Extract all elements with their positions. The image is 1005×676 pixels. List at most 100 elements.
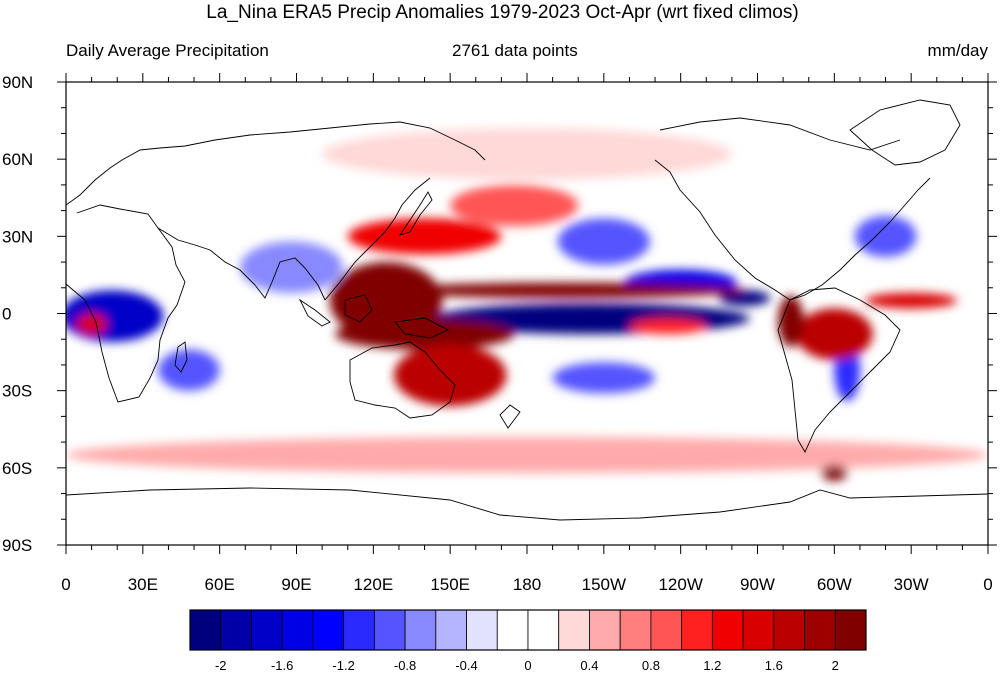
map-title: La_Nina ERA5 Precip Anomalies 1979-2023 … xyxy=(206,2,799,23)
colorbar-label: 1.2 xyxy=(703,658,721,673)
x-tick-label: 0 xyxy=(983,575,992,594)
colorbar-swatch xyxy=(619,609,652,651)
anomaly-region-2 xyxy=(719,290,771,306)
coastline-borneo xyxy=(344,294,373,323)
anomaly-region-3 xyxy=(66,290,164,342)
coastline-japan xyxy=(398,191,433,236)
colorbar-swatch xyxy=(681,609,713,651)
y-tick-label: 0 xyxy=(2,305,11,324)
x-tick-label: 180 xyxy=(513,575,541,594)
coastlines xyxy=(66,99,988,521)
colorbar-swatch xyxy=(804,609,836,651)
anomaly-region-19 xyxy=(629,318,707,335)
colorbar-label: 0.8 xyxy=(642,658,660,673)
colorbar-label: 2 xyxy=(832,658,839,673)
anomaly-region-14 xyxy=(347,218,502,255)
anomaly-region-4 xyxy=(158,349,220,391)
anomaly-region-18 xyxy=(865,292,958,309)
coastline-south-america xyxy=(777,287,901,453)
x-tick-label: 150E xyxy=(430,575,470,594)
colorbar: -2 -1.6 -1.2 -0.8 -0.4 0 0.4 0.8 1.2 1.6 2 xyxy=(189,609,867,673)
colorbar-label: 0.4 xyxy=(580,658,598,673)
colorbar-swatch xyxy=(589,609,621,651)
x-tick-label: 90W xyxy=(740,575,775,594)
x-tick-label: 120E xyxy=(353,575,393,594)
x-tick-label: 60W xyxy=(817,575,852,594)
colorbar-label: -2 xyxy=(215,658,227,673)
x-tick-label: 30E xyxy=(128,575,158,594)
anomaly-region-7 xyxy=(854,215,917,257)
colorbar-swatch xyxy=(742,609,775,651)
coastline-australia xyxy=(349,341,456,419)
y-tick-label: 30N xyxy=(2,227,33,246)
coastline-africa xyxy=(66,204,186,403)
colorbar-swatch xyxy=(281,609,314,651)
anomaly-region-8 xyxy=(552,362,656,394)
anomaly-region-11 xyxy=(386,282,745,299)
map-panel xyxy=(66,82,988,545)
colorbar-swatch xyxy=(404,609,437,651)
precip-anomaly-field xyxy=(66,128,988,481)
colorbar-swatch xyxy=(466,609,498,651)
colorbar-swatch xyxy=(435,609,467,651)
anomaly-region-5 xyxy=(240,241,343,293)
colorbar-swatch xyxy=(312,609,345,651)
coastline-east-asia xyxy=(324,177,431,301)
colorbar-swatch xyxy=(558,609,590,651)
subtitle-center: 2761 data points xyxy=(452,41,578,60)
coastline-north-america xyxy=(654,159,931,301)
anomaly-region-23 xyxy=(821,465,848,481)
x-tick-label: 90E xyxy=(281,575,311,594)
colorbar-label: -1.2 xyxy=(332,658,354,673)
colorbar-swatch xyxy=(650,609,683,651)
colorbar-label: -1.6 xyxy=(271,658,293,673)
x-tick-label: 0 xyxy=(61,575,70,594)
y-tick-label: 90S xyxy=(2,536,32,555)
y-tick-label: 90N xyxy=(2,73,33,92)
colorbar-label: -0.4 xyxy=(455,658,477,673)
latitude-axis: 90N 60N 30N 0 30S 60S 90S xyxy=(2,73,997,555)
anomaly-region-22 xyxy=(322,128,732,180)
subtitle-left: Daily Average Precipitation xyxy=(66,41,269,60)
colorbar-swatch xyxy=(496,609,529,651)
coastline-new-guinea xyxy=(394,317,450,339)
y-tick-label: 30S xyxy=(2,382,32,401)
y-tick-label: 60N xyxy=(2,150,33,169)
anomaly-region-21 xyxy=(66,436,988,473)
colorbar-swatch xyxy=(773,609,805,651)
coastline-south-asia xyxy=(157,227,326,301)
anomaly-region-16 xyxy=(795,308,873,360)
x-tick-label: 60E xyxy=(205,575,235,594)
x-tick-label: 120W xyxy=(658,575,702,594)
colorbar-frame xyxy=(189,609,867,651)
subtitle-units: mm/day xyxy=(927,41,988,60)
colorbar-label: -0.8 xyxy=(394,658,416,673)
colorbar-swatch xyxy=(220,609,252,651)
colorbar-swatch xyxy=(189,609,222,651)
coastline-eurasia xyxy=(66,121,486,206)
colorbar-swatch xyxy=(527,609,560,651)
anomaly-region-6 xyxy=(557,218,650,265)
longitude-axis: 0 30E 60E 90E 120E 150E 180 150W 120W 90W 60W 30W 0 xyxy=(61,73,993,594)
coastline-new-zealand xyxy=(499,404,521,429)
anomaly-region-15 xyxy=(450,184,579,227)
colorbar-label: 1.6 xyxy=(765,658,783,673)
colorbar-swatch xyxy=(343,609,375,651)
coastline-greenland xyxy=(849,99,961,166)
colorbar-swatch xyxy=(251,609,283,651)
colorbar-swatch xyxy=(711,609,744,651)
anomaly-region-20 xyxy=(76,313,107,335)
colorbar-swatch xyxy=(834,609,867,651)
anomaly-region-12 xyxy=(334,318,515,350)
x-tick-label: 150W xyxy=(582,575,626,594)
coastline-antarctica xyxy=(66,487,988,521)
y-tick-label: 60S xyxy=(2,459,32,478)
anomaly-region-17 xyxy=(777,295,804,347)
x-tick-label: 30W xyxy=(894,575,929,594)
coastline-arctic-canada xyxy=(659,117,901,151)
coastline-madagascar xyxy=(174,341,188,373)
colorbar-label: 0 xyxy=(524,658,531,673)
anomaly-region-13 xyxy=(393,344,507,407)
coastline-sumatra xyxy=(298,298,331,327)
